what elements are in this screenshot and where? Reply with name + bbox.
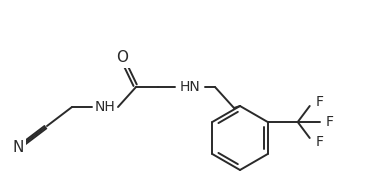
Text: NH: NH bbox=[95, 100, 115, 114]
Text: F: F bbox=[326, 115, 334, 129]
Text: F: F bbox=[316, 95, 324, 109]
Text: O: O bbox=[116, 51, 128, 66]
Text: F: F bbox=[316, 135, 324, 149]
Text: HN: HN bbox=[180, 80, 200, 94]
Text: N: N bbox=[12, 141, 24, 155]
